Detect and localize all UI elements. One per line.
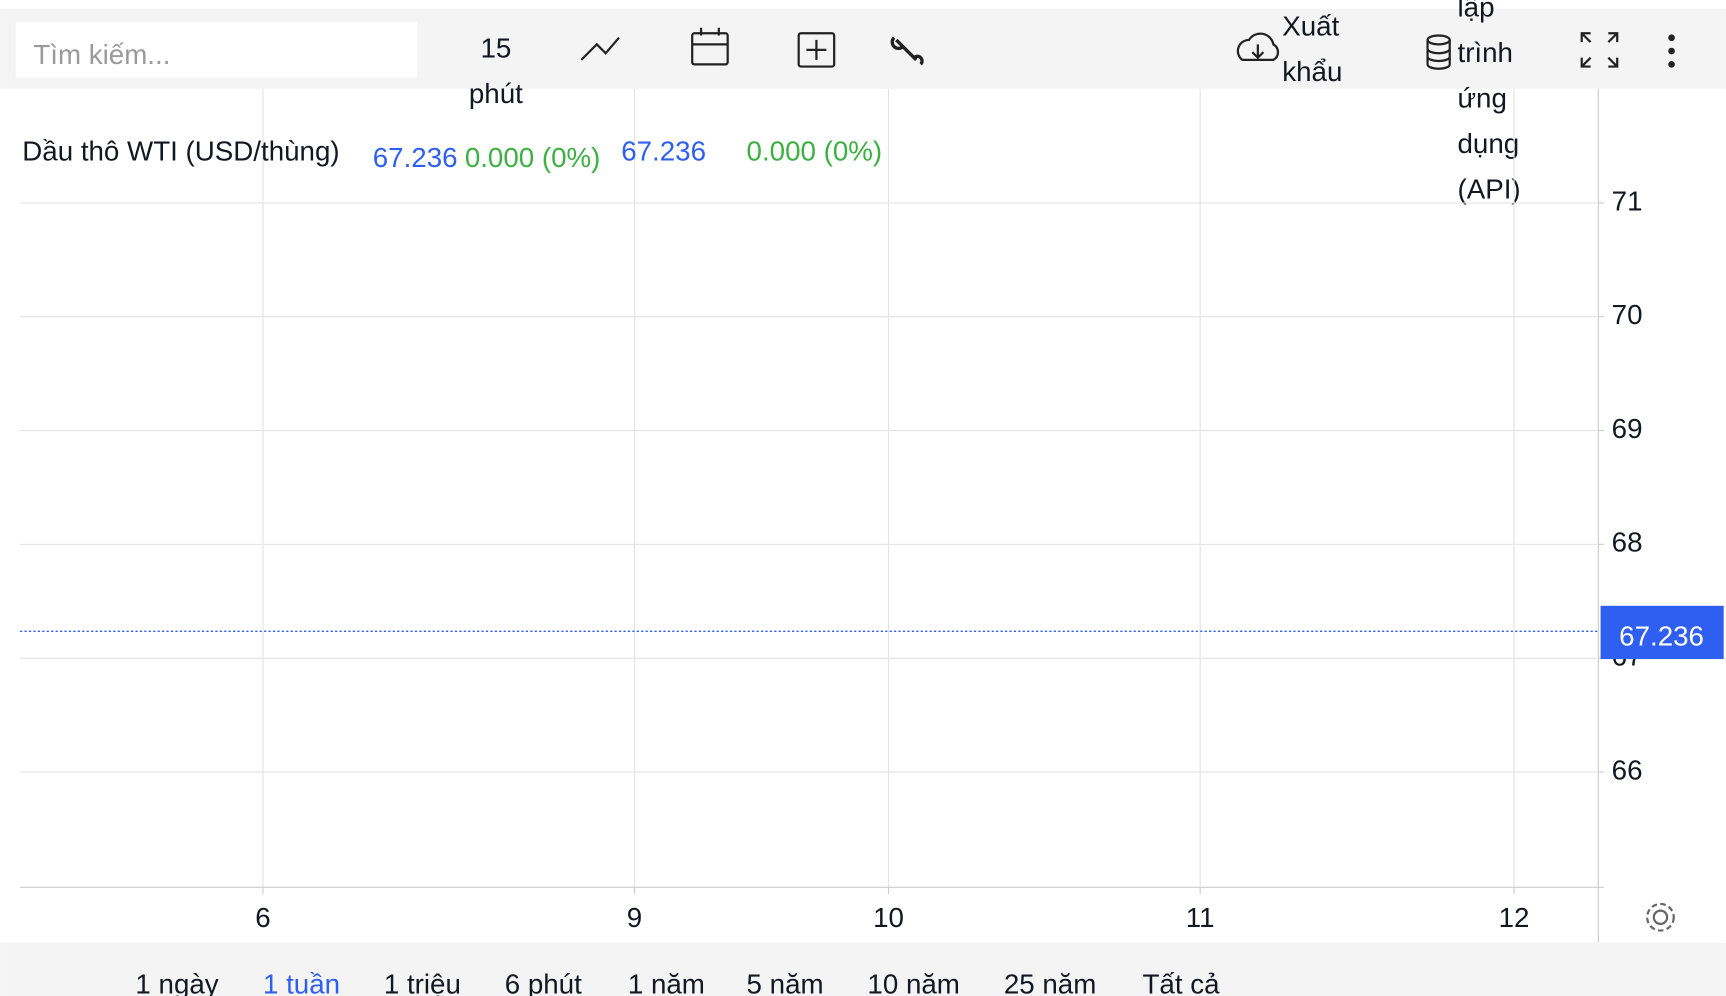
legend-change: 0.000 (0%): [747, 135, 883, 166]
range-button[interactable]: 1 tuần: [263, 968, 340, 996]
api-button[interactable]: lập trình ứng dụng (API): [1457, 0, 1568, 218]
x-tick-label: 10: [873, 902, 904, 933]
gear-icon[interactable]: [1646, 902, 1675, 932]
x-tick-label: 11: [1186, 902, 1215, 933]
instrument-name: Dầu thô WTI (USD/thùng): [22, 135, 339, 166]
x-tick-label: 6: [255, 902, 270, 933]
last-price-box: [1600, 605, 1724, 660]
legend-change: 0.000 (0%): [465, 142, 601, 173]
fullscreen-icon[interactable]: [1580, 32, 1619, 68]
interval-button[interactable]: 15 phút: [457, 27, 546, 127]
add-icon[interactable]: [797, 32, 836, 68]
x-tick-label: 12: [1499, 902, 1530, 933]
range-button[interactable]: 1 năm: [628, 968, 705, 996]
y-tick-label: 71: [1612, 185, 1643, 216]
interval-label[interactable]: 15 phút: [468, 33, 523, 110]
search-placeholder[interactable]: Tìm kiếm...: [33, 39, 170, 70]
calendar-icon[interactable]: [691, 27, 729, 66]
y-tick-label: 69: [1612, 413, 1643, 444]
api-label[interactable]: lập trình ứng dụng (API): [1457, 0, 1521, 206]
y-tick-label: 66: [1612, 754, 1643, 785]
range-button[interactable]: 1 ngày: [135, 968, 218, 996]
export-icon[interactable]: [1236, 32, 1280, 62]
range-button[interactable]: 5 năm: [747, 968, 824, 996]
x-tick-label: 9: [627, 902, 642, 933]
export-button[interactable]: Xuất khẩu: [1282, 4, 1371, 104]
api-icon[interactable]: [1426, 34, 1451, 70]
more-icon[interactable]: [1668, 34, 1675, 68]
export-label[interactable]: Xuất khẩu: [1282, 11, 1343, 88]
range-button[interactable]: 10 năm: [867, 968, 959, 996]
settings-wrench-icon[interactable]: [890, 36, 924, 66]
range-bar: [0, 942, 1726, 996]
search-box[interactable]: [15, 22, 418, 78]
range-button[interactable]: 25 năm: [1004, 968, 1096, 996]
chart-type-icon[interactable]: [580, 36, 620, 61]
y-tick-label: 68: [1612, 527, 1643, 558]
legend-price: 67.236: [621, 135, 706, 166]
y-tick-label: 70: [1612, 299, 1643, 330]
range-buttons: 1 ngày 1 tuần 1 triệu 6 phút 1 năm 5 năm 10 nă…: [135, 968, 1220, 996]
range-button[interactable]: Tất cả: [1143, 968, 1221, 996]
last-price-label: 67.236: [1619, 620, 1704, 651]
legend-price: 67.236: [373, 142, 458, 173]
range-button[interactable]: 6 phút: [505, 968, 582, 996]
plot-area: 6667686970716910111267.236: [20, 88, 1724, 943]
range-button[interactable]: 1 triệu: [384, 968, 461, 996]
